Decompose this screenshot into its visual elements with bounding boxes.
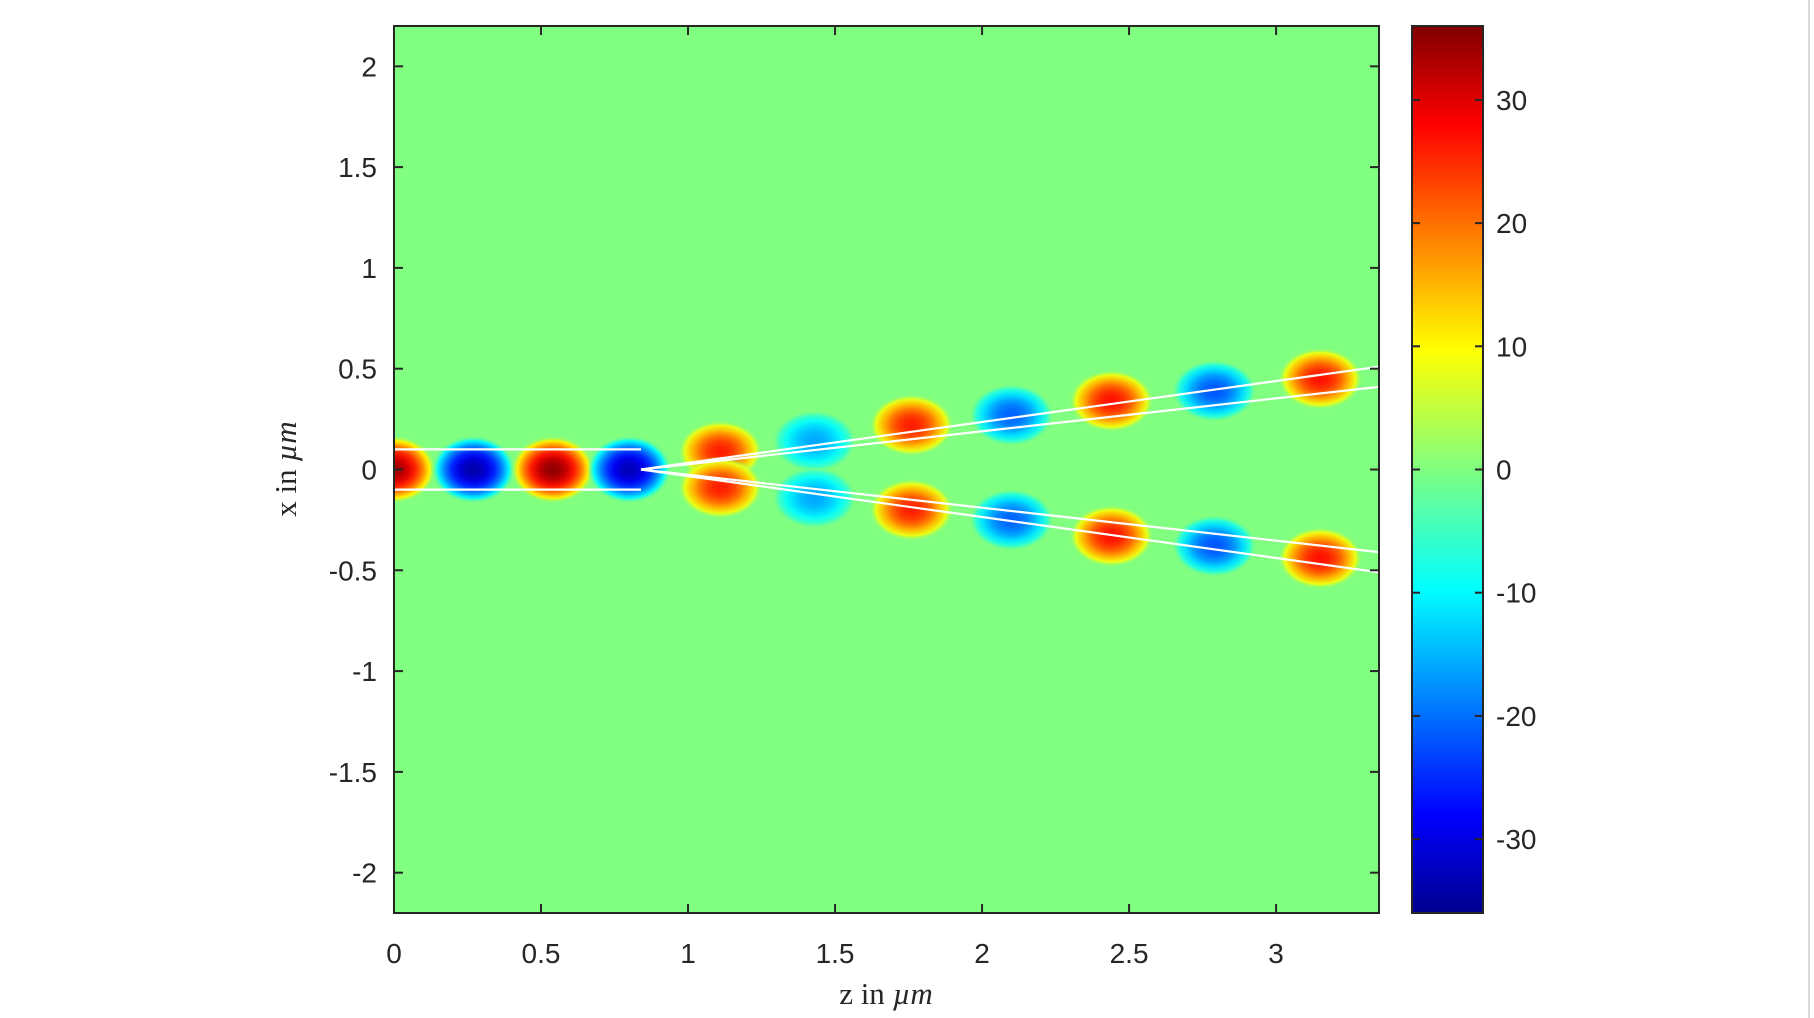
- waveguide-edge-upper-branch: [640, 365, 1379, 471]
- y-tick-label: -0.5: [329, 555, 377, 586]
- colorbar-tick-label: 10: [1496, 331, 1527, 362]
- x-axis-label-prefix: z in: [839, 976, 892, 1011]
- x-tick-label: 1: [680, 938, 696, 969]
- x-axis-label: z in µm: [839, 976, 933, 1011]
- colorbar-tick-label: 30: [1496, 85, 1527, 116]
- field-minimum: [771, 466, 858, 529]
- x-tick-label: 3: [1268, 938, 1284, 969]
- x-tick-label: 0: [386, 938, 402, 969]
- field-minimum: [968, 383, 1055, 447]
- x-tick-label: 2: [974, 938, 990, 969]
- colorbar-gradient: [1411, 25, 1484, 914]
- field-maximum: [510, 435, 596, 504]
- field-maximum: [1068, 369, 1155, 433]
- field-minimum: [430, 435, 517, 504]
- y-tick-label: -1: [352, 656, 377, 687]
- x-axis-label-unit: µm: [893, 976, 933, 1011]
- colorbar-tick-label: 0: [1496, 455, 1512, 486]
- y-tick-label: 1: [361, 253, 377, 284]
- y-tick-label: 2: [361, 51, 377, 82]
- colorbar-tick-label: -10: [1496, 578, 1536, 609]
- field-minimum: [771, 410, 858, 473]
- colorbar: 30 20 10 0 -10 -20 -30: [1411, 25, 1536, 914]
- waveguide-edge-lower-branch: [640, 468, 1379, 554]
- figure-edge-line: [1808, 0, 1810, 1018]
- y-tick-label: 0.5: [338, 354, 377, 385]
- x-axis: 0 0.5 1 1.5 2 2.5 3: [386, 26, 1284, 969]
- colorbar-tick-label: 20: [1496, 208, 1527, 239]
- waveguide-edge-lower-branch: [640, 468, 1379, 574]
- y-axis-label-unit: µm: [268, 421, 303, 461]
- waveguide-outline: [394, 365, 1379, 574]
- field-minimum: [1171, 359, 1257, 423]
- field-maximum: [677, 456, 764, 519]
- y-tick-label: 0: [361, 455, 377, 486]
- y-tick-label: -1.5: [329, 757, 377, 788]
- field-minimum: [586, 435, 672, 504]
- field-maximum: [1277, 526, 1363, 590]
- x-tick-label: 0.5: [522, 938, 561, 969]
- colorbar-tick-label: -20: [1496, 701, 1536, 732]
- y-axis: 2 1.5 1 0.5 0 -0.5 -1 -1.5 -2: [329, 51, 1379, 889]
- colorbar-tick-label: -30: [1496, 824, 1536, 855]
- waveguide-edge-upper-branch: [640, 385, 1379, 471]
- field-maximum: [394, 435, 437, 504]
- field-maximum: [868, 478, 955, 542]
- heatmap-plot-area: [393, 25, 1380, 914]
- field-minimum: [968, 488, 1055, 552]
- y-tick-label: -2: [352, 858, 377, 889]
- x-tick-label: 2.5: [1110, 938, 1149, 969]
- y-axis-label: x in µm: [268, 421, 303, 516]
- field-maximum: [868, 393, 955, 457]
- x-tick-label: 1.5: [816, 938, 855, 969]
- field-maximum: [1277, 347, 1363, 411]
- colorbar-ticks: 30 20 10 0 -10 -20 -30: [1412, 85, 1536, 855]
- y-tick-label: 1.5: [338, 152, 377, 183]
- y-axis-label-prefix: x in: [268, 462, 303, 517]
